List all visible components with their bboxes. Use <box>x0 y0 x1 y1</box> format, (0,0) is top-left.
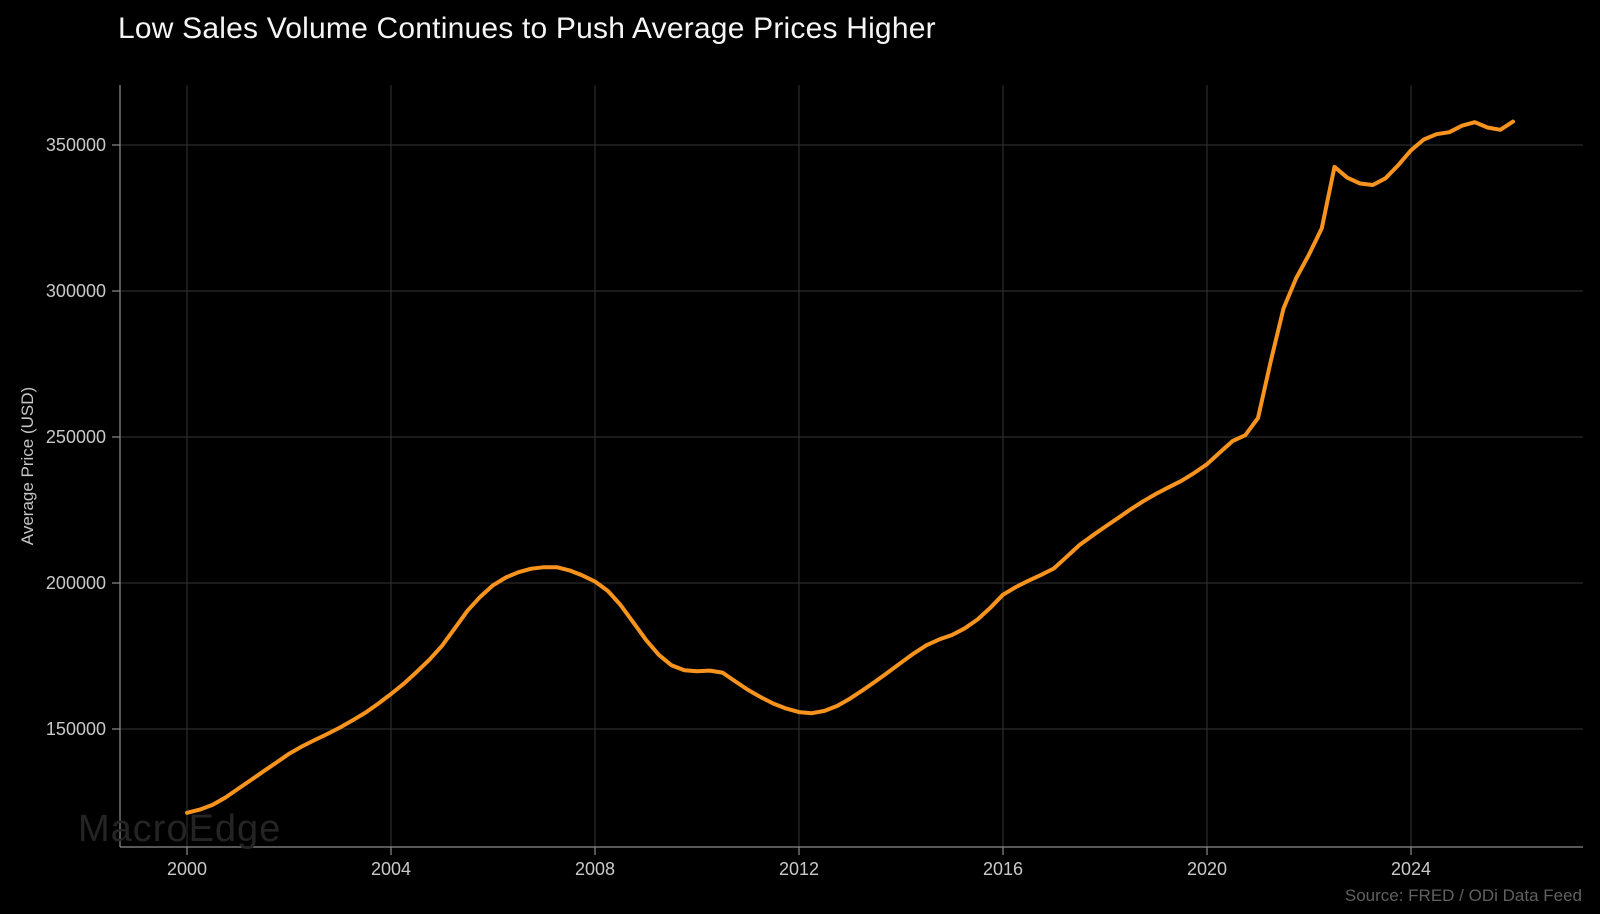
x-tick-label: 2008 <box>575 859 615 879</box>
x-tick-label: 2024 <box>1391 859 1431 879</box>
y-tick-label: 350000 <box>46 135 106 155</box>
x-tick-label: 2000 <box>167 859 207 879</box>
y-tick-label: 200000 <box>46 573 106 593</box>
watermark: MacroEdge <box>78 808 282 850</box>
source-attribution: Source: FRED / ODi Data Feed <box>1344 886 1582 905</box>
y-tick-label: 250000 <box>46 427 106 447</box>
y-tick-label: 300000 <box>46 281 106 301</box>
chart-title: Low Sales Volume Continues to Push Avera… <box>118 12 936 45</box>
x-tick-label: 2016 <box>983 859 1023 879</box>
y-tick-label: 150000 <box>46 719 106 739</box>
y-axis-label-text: Average Price (USD) <box>18 386 37 546</box>
average-price-line <box>185 119 1515 815</box>
x-tick-label: 2004 <box>371 859 411 879</box>
x-tick-label: 2012 <box>779 859 819 879</box>
x-tick-label: 2020 <box>1187 859 1227 879</box>
